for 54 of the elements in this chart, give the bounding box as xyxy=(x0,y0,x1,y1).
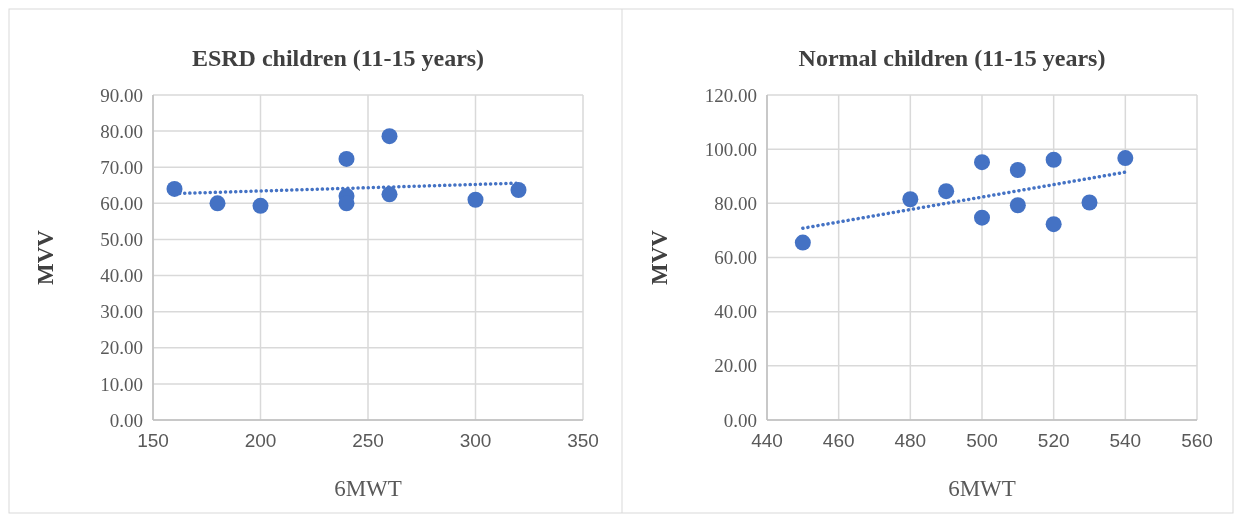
x-tick-label: 300 xyxy=(459,430,492,451)
x-tick-label: 350 xyxy=(567,430,599,451)
point xyxy=(794,234,811,251)
x-tick-label: 250 xyxy=(352,430,384,451)
point xyxy=(1045,216,1062,233)
chart-title: ESRD children (11-15 years) xyxy=(191,45,485,71)
y-tick-label: 90.00 xyxy=(100,84,143,106)
x-axis-title: 6MWT xyxy=(334,476,402,501)
point xyxy=(974,154,990,171)
x-tick-label: 540 xyxy=(1109,430,1142,451)
y-tick-label: 0.00 xyxy=(109,409,143,431)
point xyxy=(381,128,398,145)
point xyxy=(938,183,955,200)
point xyxy=(252,197,269,214)
point xyxy=(1009,162,1026,179)
point xyxy=(1009,197,1026,214)
point xyxy=(381,186,398,203)
y-tick-label: 20.00 xyxy=(714,355,757,377)
x-tick-label: 460 xyxy=(822,430,855,451)
point xyxy=(902,191,919,208)
point xyxy=(467,191,484,208)
x-tick-label: 150 xyxy=(137,430,169,451)
y-tick-label: 10.00 xyxy=(100,373,143,395)
x-tick-label: 520 xyxy=(1037,430,1070,451)
x-tick-label: 200 xyxy=(244,430,277,451)
point xyxy=(338,150,355,167)
y-tick-label: 20.00 xyxy=(100,337,143,359)
y-tick-label: 40.00 xyxy=(714,301,757,323)
point xyxy=(974,209,990,226)
y-tick-label: 80.00 xyxy=(100,120,143,142)
y-tick-label: 100.00 xyxy=(704,138,757,160)
y-tick-label: 120.00 xyxy=(704,84,757,106)
y-tick-label: 80.00 xyxy=(714,192,757,214)
x-tick-label: 480 xyxy=(894,430,927,451)
point xyxy=(510,181,527,198)
y-axis-title: MVV xyxy=(647,229,672,285)
y-tick-label: 50.00 xyxy=(100,229,143,251)
x-tick-label: 440 xyxy=(751,430,783,451)
chart-title: Normal children (11-15 years) xyxy=(798,45,1106,71)
x-axis-title: 6MWT xyxy=(948,476,1016,501)
y-tick-label: 70.00 xyxy=(100,156,143,178)
point xyxy=(209,195,226,212)
x-tick-label: 500 xyxy=(966,430,998,451)
y-tick-label: 40.00 xyxy=(100,265,143,287)
point xyxy=(1081,194,1098,211)
y-tick-label: 30.00 xyxy=(100,301,143,323)
y-tick-label: 0.00 xyxy=(723,409,757,431)
x-tick-label: 560 xyxy=(1181,430,1213,451)
point xyxy=(1117,150,1134,167)
y-tick-label: 60.00 xyxy=(714,247,757,269)
point xyxy=(166,180,183,197)
point xyxy=(1045,151,1062,168)
y-tick-label: 60.00 xyxy=(100,192,143,214)
y-axis-title: MVV xyxy=(33,229,58,285)
